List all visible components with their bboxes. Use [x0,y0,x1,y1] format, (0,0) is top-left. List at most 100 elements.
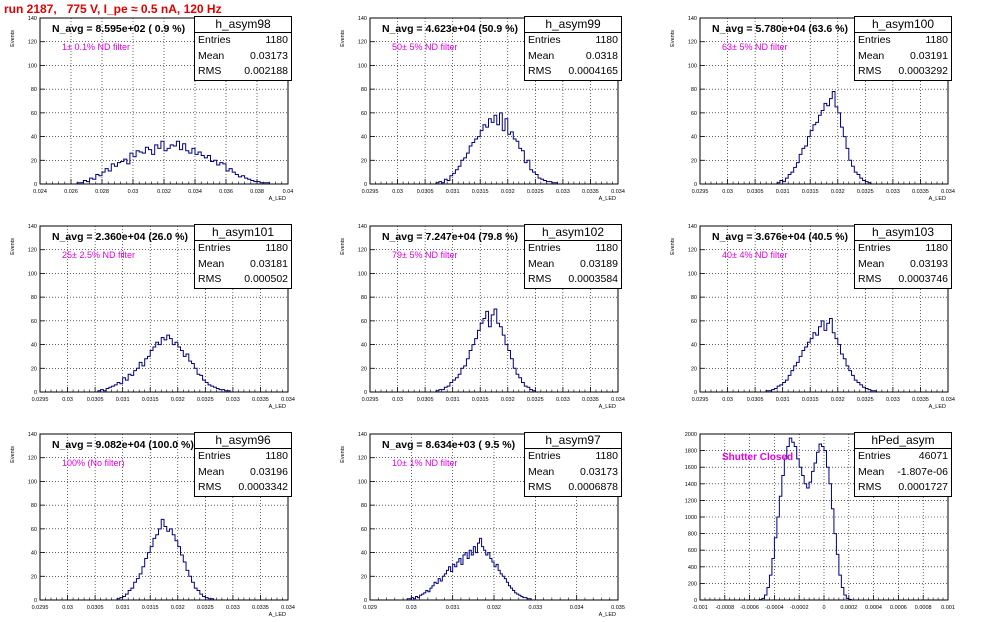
x-tick-label: 0.0325 [857,189,874,195]
navg-label-h_asym101: N_avg = 2.360e+04 (26.0 %) [52,231,189,243]
stats-label: RMS [198,65,222,77]
stats-box-h_asym96: h_asym96 Entries 1180 Mean 0.03196 RMS 0.00033… [194,432,292,497]
navg-label-h_asym98: N_avg = 8.595e+02 ( 0.9 %) [52,23,186,35]
x-tick-label: 0.0295 [32,397,49,403]
y-tick-label: 60 [31,111,37,117]
y-tick-label: 80 [361,295,367,301]
stats-row-entries: Entries 1180 [525,449,621,465]
y-tick-label: 20 [691,366,697,372]
stats-value: 1180 [265,242,288,254]
x-tick-label: 0.0335 [582,397,599,403]
filter-annotation-h_asym96: 100% (No filter) [62,458,125,468]
stats-value: 0.0003584 [568,273,618,285]
x-axis-label: A_LED [269,196,286,202]
stats-label: RMS [198,481,222,493]
x-tick-label: 0.03 [722,397,733,403]
stats-box-h_asym103: h_asym103 Entries 1180 Mean 0.03193 RMS 0.0003… [854,224,952,289]
x-tick-label: 0.0315 [802,397,819,403]
y-tick-label: 600 [688,548,697,554]
y-tick-label: 1200 [685,498,697,504]
x-tick-label: -0.0006 [740,605,759,611]
stats-box-h_asym99: h_asym99 Entries 1180 Mean 0.0318 RMS 0.000416… [524,16,622,81]
x-tick-label: 0.031 [116,605,130,611]
y-tick-label: 0 [694,390,697,396]
stats-row-mean: Mean 0.0318 [525,49,621,65]
x-tick-label: 0.034 [941,189,955,195]
stats-value: 1180 [265,34,288,46]
stats-value: 0.0006878 [568,481,618,493]
y-tick-label: 0 [364,598,367,604]
stats-row-rms: RMS 0.0006878 [525,480,621,496]
x-tick-label: 0.032 [171,605,185,611]
x-tick-label: 0.0325 [197,605,214,611]
stats-value: 0.000502 [244,273,288,285]
stats-label: Mean [528,49,555,62]
x-tick-label: 0.031 [446,189,460,195]
y-axis-label: Events [340,446,346,463]
y-tick-label: 140 [358,16,367,22]
x-axis-label: A_LED [269,404,286,410]
x-tick-label: 0.032 [157,189,171,195]
filter-annotation-h_asym98: 1± 0.1% ND filter [62,42,130,52]
y-tick-label: 140 [358,432,367,438]
stats-label: RMS [858,273,882,285]
x-tick-label: 0.0295 [692,397,709,403]
y-tick-label: 140 [688,16,697,22]
stats-label: RMS [858,481,882,493]
stats-box-hPed_asym: hPed_asym Entries 46071 Mean -1.807e-06 RMS 0.… [854,432,952,497]
y-tick-label: 140 [358,224,367,230]
navg-label-h_asym103: N_avg = 3.676e+04 (40.5 %) [712,231,849,243]
y-tick-label: 1000 [685,515,697,521]
stats-row-mean: Mean -1.807e-06 [855,465,951,481]
x-tick-label: 0.0295 [32,605,49,611]
filter-annotation-text: 40± 4% ND filter [722,250,788,260]
y-tick-label: 80 [31,503,37,509]
x-tick-label: 0.04 [283,189,294,195]
x-tick-label: 0.031 [446,605,460,611]
x-tick-label: 0.03 [722,189,733,195]
stats-title: h_asym98 [195,17,291,33]
x-tick-label: 0.03 [62,605,73,611]
x-tick-label: 0.034 [611,397,625,403]
stats-label: Mean [198,465,225,478]
x-tick-label: 0.032 [831,189,845,195]
stats-row-entries: Entries 1180 [855,33,951,49]
x-tick-label: 0.0295 [692,189,709,195]
x-tick-label: 0.0002 [840,605,857,611]
x-tick-label: 0.031 [446,397,460,403]
stats-label: RMS [528,481,552,493]
y-tick-label: 20 [31,366,37,372]
stats-label: Entries [858,450,891,462]
y-tick-label: 120 [358,248,367,254]
stats-value: 0.0003746 [898,273,948,285]
y-tick-label: 60 [361,527,367,533]
x-tick-label: 0.034 [281,605,295,611]
y-tick-label: 100 [358,271,367,277]
stats-label: Entries [858,242,891,254]
x-tick-label: 0.032 [501,397,515,403]
y-tick-label: 120 [28,456,37,462]
x-tick-label: 0 [822,605,825,611]
x-tick-label: 0.03 [392,397,403,403]
y-tick-label: 140 [28,16,37,22]
plot-frame [369,225,619,393]
y-tick-label: 140 [28,224,37,230]
run-title: run 2187, 775 V, I_pe ≈ 0.5 nA, 120 Hz [4,2,222,16]
stats-value: 0.03173 [250,49,288,62]
x-tick-label: 0.031 [776,189,790,195]
y-tick-label: 120 [688,248,697,254]
x-tick-label: 0.033 [556,189,570,195]
y-axis-label: Events [10,446,16,463]
y-tick-label: 120 [28,40,37,46]
stats-title: h_asym102 [525,225,621,241]
filter-annotation-text: 63± 5% ND filter [722,42,788,52]
x-tick-label: 0.0295 [362,189,379,195]
stats-label: RMS [198,273,222,285]
y-tick-label: 140 [688,224,697,230]
filter-annotation-text: 50± 5% ND filter [392,42,458,52]
x-tick-label: 0.0325 [527,397,544,403]
stats-row-entries: Entries 1180 [525,33,621,49]
filter-annotation-text: 25± 2.5% ND filter [62,250,135,260]
